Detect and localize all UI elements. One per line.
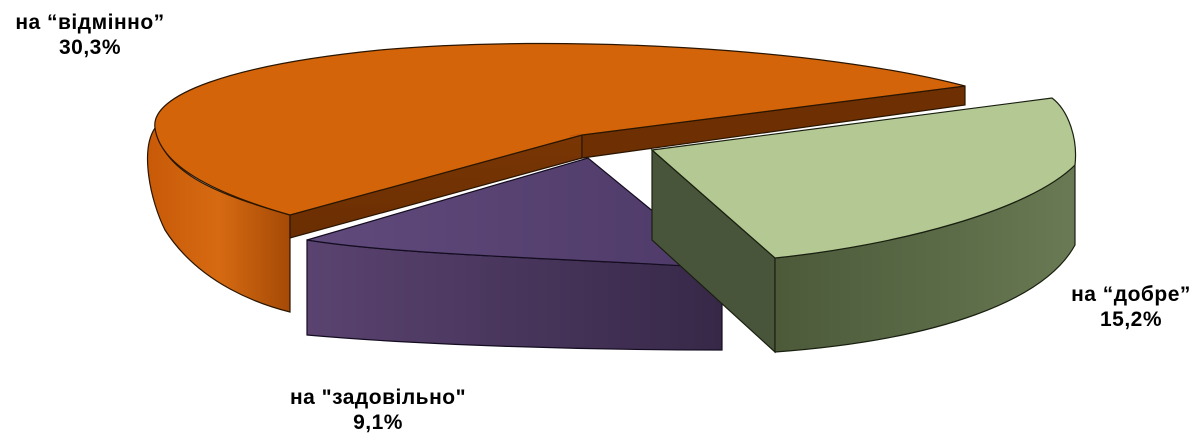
slice-vidminno-top [154, 42, 966, 216]
slice-label-zadovilno: на "задовільно" 9,1% [278, 385, 478, 435]
pie-slice-vidminno [146, 42, 966, 313]
slice-label-zadovilno-name: на "задовільно" [289, 386, 467, 409]
slice-dobre-top [650, 97, 1077, 259]
slice-label-dobre-name: на “добре” [1071, 283, 1191, 306]
slice-vidminno-side [146, 126, 291, 313]
pie-slice-zadovilno [306, 157, 724, 351]
slice-label-zadovilno-value: 9,1% [353, 411, 403, 434]
slice-label-vidminno: на “відмінно” 30,3% [0, 10, 180, 60]
slice-label-dobre: на “добре” 15,2% [1058, 282, 1204, 332]
slice-label-dobre-value: 15,2% [1099, 308, 1163, 331]
slice-label-vidminno-value: 30,3% [58, 36, 122, 59]
pie-slice-dobre [650, 97, 1077, 354]
slice-label-vidminno-name: на “відмінно” [15, 11, 165, 34]
